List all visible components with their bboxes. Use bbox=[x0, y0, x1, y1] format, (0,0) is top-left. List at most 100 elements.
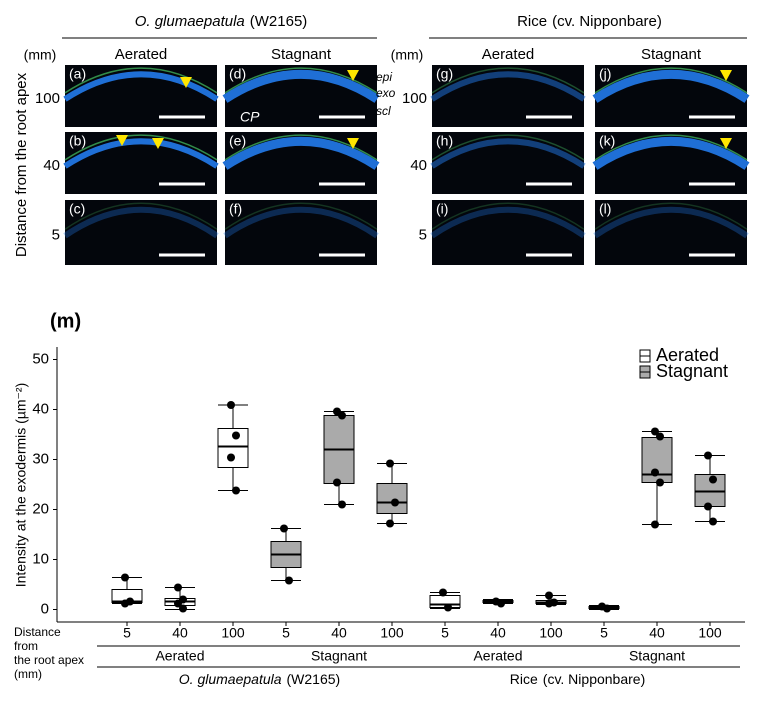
panel-label: (d) bbox=[229, 66, 246, 82]
arrowhead bbox=[720, 138, 732, 149]
panel-label: (g) bbox=[436, 66, 453, 82]
y-axis-label: Intensity at the exodermis (µm⁻²) bbox=[13, 383, 29, 588]
box bbox=[376, 483, 408, 514]
root-arc bbox=[430, 206, 586, 239]
data-point bbox=[121, 599, 129, 608]
annotation: exo bbox=[376, 86, 396, 100]
row-label: 40 bbox=[410, 157, 427, 174]
legend-label: Stagnant bbox=[656, 361, 728, 381]
root-arc bbox=[430, 71, 586, 102]
data-point bbox=[333, 478, 341, 487]
y-tick-label: 50 bbox=[32, 350, 49, 367]
treatment-label: Stagnant bbox=[629, 648, 685, 664]
row-label: 5 bbox=[419, 226, 427, 243]
panel-label: (i) bbox=[436, 201, 448, 217]
treatment-label: Aerated bbox=[473, 648, 522, 664]
root-arc bbox=[63, 138, 219, 169]
x-axis-label: from bbox=[14, 639, 38, 653]
root-arc bbox=[223, 206, 379, 239]
y-tick-label: 10 bbox=[32, 550, 49, 567]
root-arc bbox=[430, 138, 586, 169]
y-tick-label: 30 bbox=[32, 450, 49, 467]
root-arc-edge bbox=[594, 134, 748, 161]
data-point bbox=[709, 475, 717, 484]
panel-label: (l) bbox=[599, 201, 611, 217]
unit-label: (mm) bbox=[391, 47, 424, 63]
arrowhead bbox=[152, 138, 164, 149]
row-label: 40 bbox=[43, 157, 60, 174]
root-arc bbox=[593, 206, 749, 239]
panel-label: (k) bbox=[599, 133, 615, 149]
root-arc bbox=[592, 136, 750, 170]
x-tick-label: 100 bbox=[698, 625, 722, 641]
data-point bbox=[545, 599, 553, 608]
x-axis-label: the root apex bbox=[14, 653, 84, 667]
data-point bbox=[386, 459, 394, 468]
data-point bbox=[227, 401, 235, 409]
x-tick-label: 40 bbox=[490, 625, 506, 641]
species-note: (cv. Nipponbare) bbox=[552, 13, 662, 30]
root-arc-edge bbox=[224, 134, 378, 161]
panel-label: (h) bbox=[436, 133, 453, 149]
data-point bbox=[709, 517, 717, 526]
root-arc-edge bbox=[224, 67, 378, 94]
panel-label: (c) bbox=[69, 201, 85, 217]
x-tick-label: 100 bbox=[380, 625, 404, 641]
root-arc-edge bbox=[431, 67, 585, 94]
species-name: Rice bbox=[510, 671, 538, 687]
data-point bbox=[174, 599, 182, 608]
arrowhead bbox=[347, 138, 359, 149]
root-arc-edge bbox=[224, 202, 378, 230]
column-header: Stagnant bbox=[271, 46, 332, 63]
root-arc-edge bbox=[594, 202, 748, 230]
arrowhead bbox=[720, 70, 732, 81]
data-point bbox=[285, 576, 293, 585]
panel-label: (b) bbox=[69, 133, 86, 149]
x-tick-label: 100 bbox=[221, 625, 245, 641]
root-arc bbox=[63, 206, 219, 239]
data-point bbox=[391, 498, 399, 507]
data-point bbox=[121, 573, 129, 582]
x-tick-label: 5 bbox=[441, 625, 449, 641]
species-name: Rice bbox=[517, 13, 547, 30]
data-point bbox=[280, 524, 288, 533]
root-arc-edge bbox=[594, 67, 748, 94]
data-point bbox=[656, 478, 664, 487]
species-label: Rice (cv. Nipponbare) bbox=[510, 671, 645, 687]
root-arc-edge bbox=[431, 134, 585, 161]
root-arc-edge bbox=[64, 202, 218, 230]
panel-label: (j) bbox=[599, 66, 611, 82]
panel-label: (a) bbox=[69, 66, 86, 82]
data-point bbox=[545, 591, 553, 600]
data-point bbox=[603, 604, 611, 613]
treatment-label: Stagnant bbox=[311, 648, 367, 664]
column-header: Stagnant bbox=[641, 46, 702, 63]
y-tick-label: 40 bbox=[32, 400, 49, 417]
data-point bbox=[704, 502, 712, 511]
x-axis-label: (mm) bbox=[14, 667, 42, 681]
root-arc-edge bbox=[431, 202, 585, 230]
data-point bbox=[386, 519, 394, 528]
root-arc bbox=[222, 136, 380, 170]
species-note: (W2165) bbox=[287, 671, 341, 687]
species-name: O. glumaepatula bbox=[179, 671, 282, 687]
arrowhead bbox=[116, 135, 128, 146]
data-point bbox=[497, 599, 505, 608]
row-axis-label: Distance from the root apex bbox=[13, 72, 30, 257]
species-note: (cv. Nipponbare) bbox=[543, 671, 645, 687]
row-label: 100 bbox=[35, 90, 60, 107]
x-tick-label: 100 bbox=[539, 625, 563, 641]
x-tick-label: 5 bbox=[123, 625, 131, 641]
column-header: Aerated bbox=[115, 46, 168, 63]
data-point bbox=[656, 432, 664, 441]
data-point bbox=[338, 500, 346, 509]
x-tick-label: 40 bbox=[172, 625, 188, 641]
root-arc-edge bbox=[64, 134, 218, 161]
x-tick-label: 5 bbox=[600, 625, 608, 641]
legend-label: Aerated bbox=[656, 345, 719, 365]
y-tick-label: 20 bbox=[32, 500, 49, 517]
data-point bbox=[651, 468, 659, 477]
root-arc-edge bbox=[64, 67, 218, 94]
species-label: O. glumaepatula (W2165) bbox=[135, 13, 308, 30]
